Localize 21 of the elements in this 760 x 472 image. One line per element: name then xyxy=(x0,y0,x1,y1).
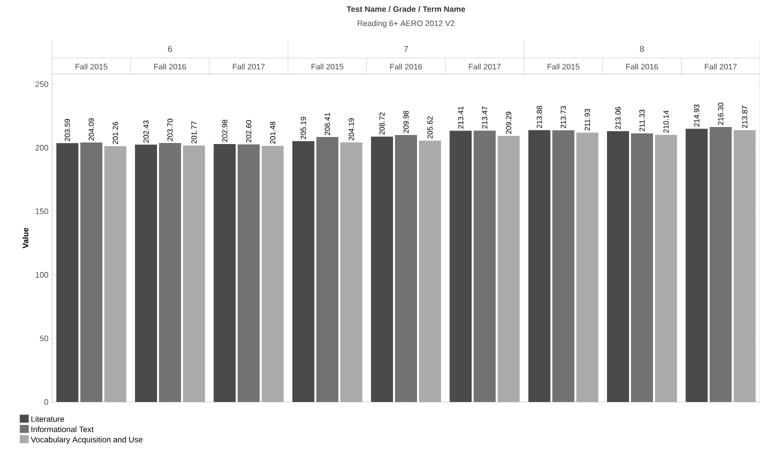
bar xyxy=(630,133,654,402)
bar xyxy=(528,130,550,402)
bar xyxy=(474,130,496,402)
bar xyxy=(316,137,338,402)
bar xyxy=(214,144,236,402)
text: 7 xyxy=(404,46,408,52)
bar xyxy=(158,143,182,402)
bar xyxy=(80,142,102,402)
bar xyxy=(552,130,574,402)
bar xyxy=(607,131,630,402)
bar xyxy=(450,130,472,402)
bar xyxy=(238,144,260,402)
bar xyxy=(710,127,732,402)
bar xyxy=(134,144,158,402)
bar xyxy=(370,136,394,402)
bar xyxy=(56,143,78,402)
text: 6 xyxy=(168,46,172,52)
bar xyxy=(686,128,708,402)
bar xyxy=(292,141,314,402)
text: 8 xyxy=(640,46,644,52)
bar xyxy=(394,135,418,402)
